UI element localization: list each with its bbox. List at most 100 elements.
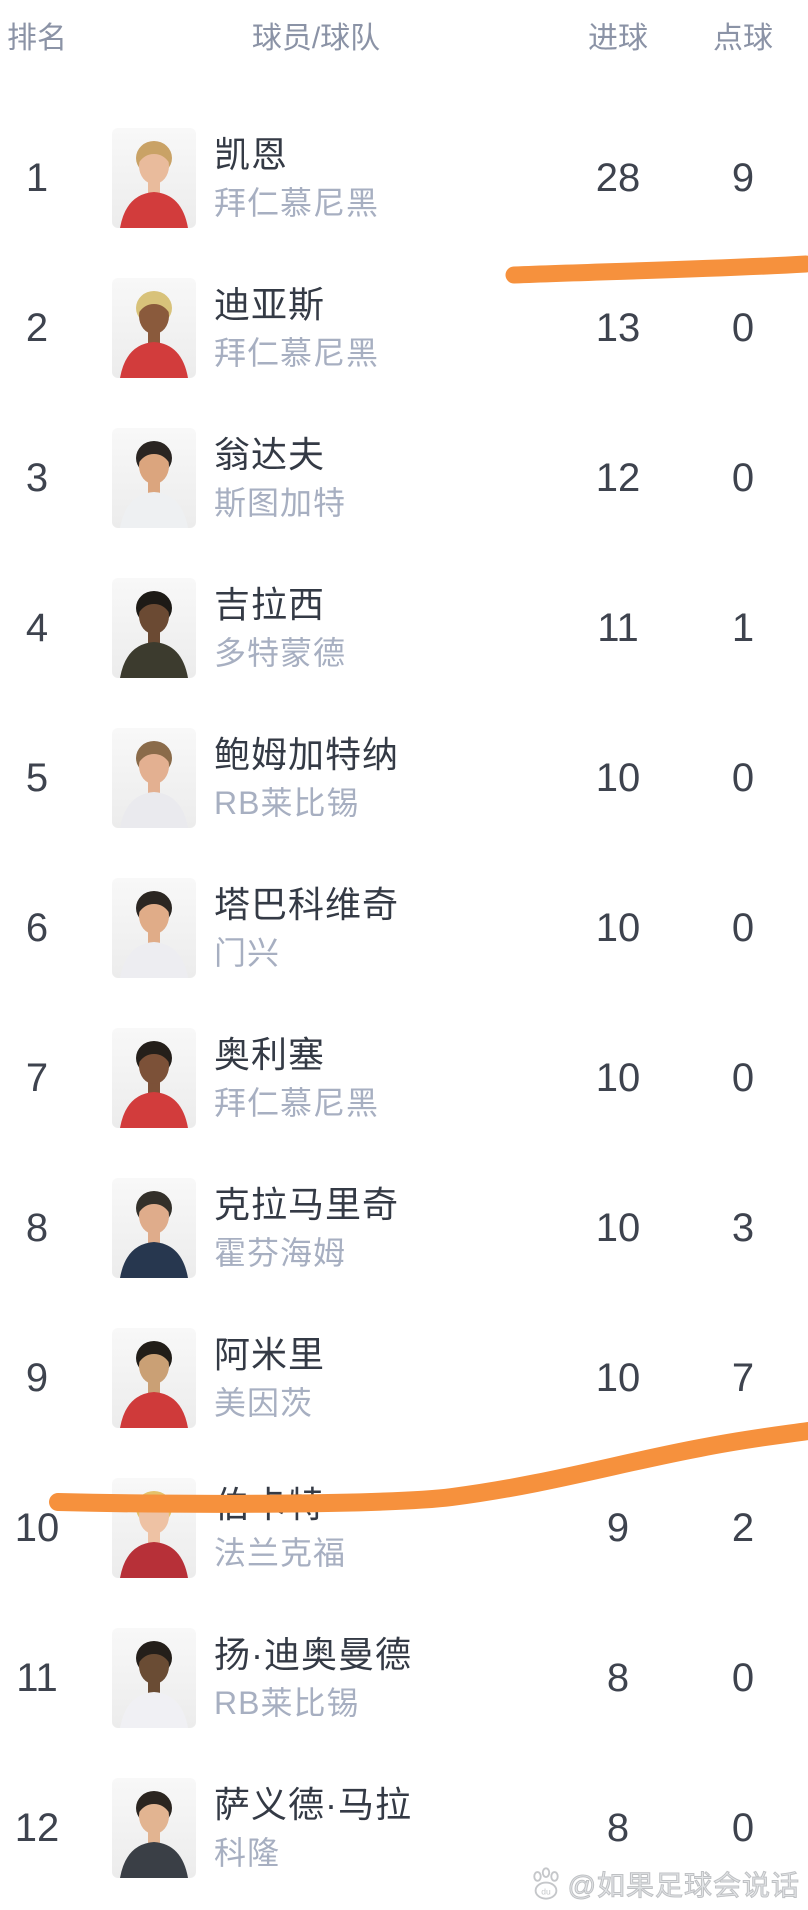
player-row[interactable]: 6 塔巴科维奇 门兴 10 0 [0, 853, 808, 1003]
player-avatar [112, 878, 196, 978]
goals-cell: 9 [606, 1505, 630, 1550]
player-cell: 扬·迪奥曼德 RB莱比锡 [214, 1633, 558, 1723]
team-name: 斯图加特 [214, 485, 347, 521]
penalties-cell: 0 [731, 455, 755, 500]
goals-cell: 10 [595, 905, 641, 950]
player-name: 克拉马里奇 [214, 1184, 400, 1225]
penalties-cell: 7 [731, 1355, 755, 1400]
goals-cell: 28 [595, 155, 641, 200]
player-silhouette-icon [120, 1491, 188, 1578]
player-name: 迪亚斯 [214, 284, 326, 325]
player-row[interactable]: 10 伯卡特 法兰克福 9 2 [0, 1453, 808, 1603]
player-silhouette-icon [120, 891, 188, 978]
paw-icon: du [532, 1867, 559, 1900]
player-cell: 鲍姆加特纳 RB莱比锡 [214, 733, 558, 823]
player-silhouette-icon [120, 741, 188, 828]
penalties-cell: 1 [731, 605, 755, 650]
rank-cell: 9 [25, 1355, 49, 1400]
player-row[interactable]: 4 吉拉西 多特蒙德 11 1 [0, 553, 808, 703]
rank-cell: 6 [25, 905, 49, 950]
player-silhouette-icon [120, 1791, 188, 1878]
player-row[interactable]: 9 阿米里 美因茨 10 7 [0, 1303, 808, 1453]
player-row[interactable]: 5 鲍姆加特纳 RB莱比锡 10 0 [0, 703, 808, 853]
player-row[interactable]: 2 迪亚斯 拜仁慕尼黑 13 0 [0, 253, 808, 403]
rank-cell: 5 [25, 755, 49, 800]
player-silhouette-icon [120, 1341, 188, 1428]
player-cell: 阿米里 美因茨 [214, 1333, 558, 1423]
header-penalties: 点球 [713, 22, 773, 55]
player-name: 凯恩 [214, 134, 289, 175]
player-cell: 迪亚斯 拜仁慕尼黑 [214, 283, 558, 373]
rank-cell: 1 [25, 155, 49, 200]
rank-cell: 2 [25, 305, 49, 350]
player-name: 萨义德·马拉 [214, 1784, 412, 1825]
player-row[interactable]: 12 萨义德·马拉 科隆 8 0 [0, 1753, 808, 1903]
player-cell: 克拉马里奇 霍芬海姆 [214, 1183, 558, 1273]
player-avatar [112, 1328, 196, 1428]
player-silhouette-icon [120, 291, 188, 378]
header-player: 球员/球队 [251, 22, 381, 55]
goals-cell: 12 [595, 455, 641, 500]
player-row[interactable]: 11 扬·迪奥曼德 RB莱比锡 8 0 [0, 1603, 808, 1753]
player-cell: 凯恩 拜仁慕尼黑 [214, 133, 558, 223]
player-avatar [112, 728, 196, 828]
penalties-cell: 0 [731, 1805, 755, 1850]
player-avatar [112, 578, 196, 678]
penalties-cell: 9 [731, 155, 755, 200]
team-name: 拜仁慕尼黑 [214, 1085, 380, 1121]
player-cell: 翁达夫 斯图加特 [214, 433, 558, 523]
player-cell: 萨义德·马拉 科隆 [214, 1783, 558, 1873]
team-name: 门兴 [214, 935, 281, 971]
rank-cell: 11 [16, 1655, 58, 1700]
team-name: 科隆 [214, 1835, 281, 1871]
team-name: RB莱比锡 [214, 785, 360, 821]
player-avatar [112, 1028, 196, 1128]
player-name: 扬·迪奥曼德 [214, 1634, 412, 1675]
rank-cell: 3 [25, 455, 49, 500]
penalties-cell: 0 [731, 905, 755, 950]
player-avatar [112, 1628, 196, 1728]
player-silhouette-icon [120, 441, 188, 528]
player-silhouette-icon [120, 141, 188, 228]
player-cell: 伯卡特 法兰克福 [214, 1483, 558, 1573]
goals-cell: 10 [595, 1205, 641, 1250]
penalties-cell: 0 [731, 755, 755, 800]
penalties-cell: 0 [731, 1055, 755, 1100]
player-avatar [112, 428, 196, 528]
player-name: 阿米里 [214, 1334, 326, 1375]
header-goals: 进球 [588, 22, 648, 55]
team-name: 美因茨 [214, 1385, 314, 1421]
paw-icon-label: du [541, 1886, 551, 1896]
team-name: 多特蒙德 [214, 635, 347, 671]
player-avatar [112, 1478, 196, 1578]
player-row[interactable]: 1 凯恩 拜仁慕尼黑 28 9 [0, 103, 808, 253]
rank-cell: 10 [14, 1505, 60, 1550]
team-name: RB莱比锡 [214, 1685, 360, 1721]
goals-cell: 10 [595, 755, 641, 800]
watermark: du @如果足球会说话 [529, 1864, 800, 1904]
penalties-cell: 0 [731, 1655, 755, 1700]
penalties-cell: 2 [731, 1505, 755, 1550]
player-name: 塔巴科维奇 [214, 884, 400, 925]
penalties-cell: 0 [731, 305, 755, 350]
player-name: 翁达夫 [214, 434, 326, 475]
team-name: 拜仁慕尼黑 [214, 185, 380, 221]
rank-cell: 7 [25, 1055, 49, 1100]
penalties-cell: 3 [731, 1205, 755, 1250]
table-header: 排名 球员/球队 进球 点球 [0, 18, 808, 60]
player-avatar [112, 1178, 196, 1278]
player-cell: 奥利塞 拜仁慕尼黑 [214, 1033, 558, 1123]
player-silhouette-icon [120, 1641, 188, 1728]
team-name: 法兰克福 [214, 1535, 347, 1571]
player-row[interactable]: 3 翁达夫 斯图加特 12 0 [0, 403, 808, 553]
player-silhouette-icon [120, 1191, 188, 1278]
goals-cell: 10 [595, 1055, 641, 1100]
player-row[interactable]: 7 奥利塞 拜仁慕尼黑 10 0 [0, 1003, 808, 1153]
player-avatar [112, 278, 196, 378]
player-row[interactable]: 8 克拉马里奇 霍芬海姆 10 3 [0, 1153, 808, 1303]
goals-cell: 8 [606, 1655, 630, 1700]
player-cell: 塔巴科维奇 门兴 [214, 883, 558, 973]
rank-cell: 12 [14, 1805, 60, 1850]
player-avatar [112, 128, 196, 228]
player-silhouette-icon [120, 1041, 188, 1128]
